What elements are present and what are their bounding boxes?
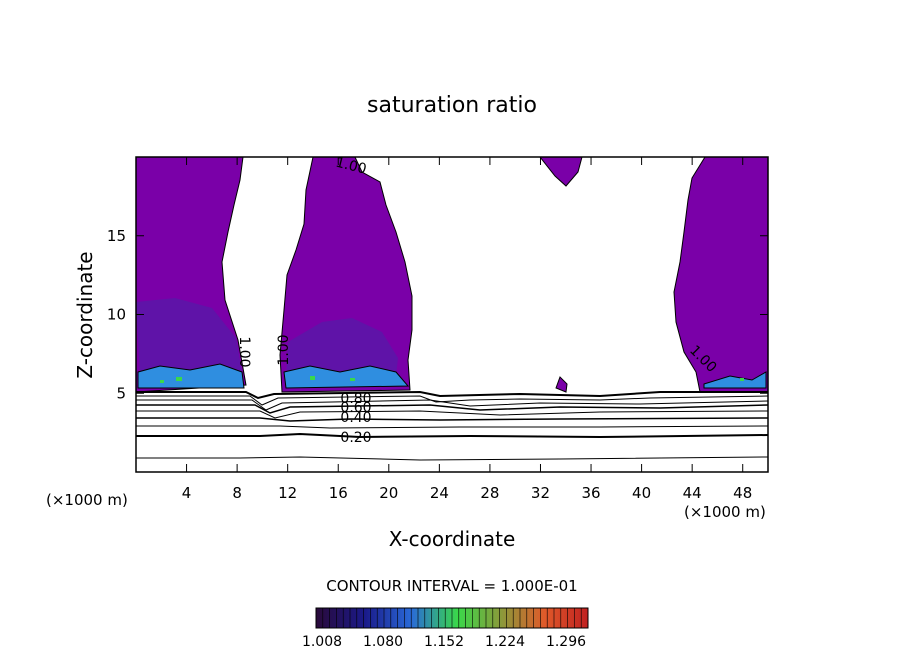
x-tick-label: 4 <box>182 484 192 502</box>
band-right <box>703 371 767 389</box>
x-tick-label: 24 <box>430 484 449 502</box>
x-tick-label: 32 <box>531 484 550 502</box>
x-tick-label: 16 <box>329 484 348 502</box>
colorbar-tick-label: 1.080 <box>363 634 403 650</box>
contour-label: 1.00 <box>236 336 252 367</box>
x-tick-label: 44 <box>683 484 702 502</box>
contour-label: 0.20 <box>340 430 371 446</box>
x-tick-label: 8 <box>232 484 242 502</box>
contour-label: 1.00 <box>276 334 292 365</box>
chart-title: saturation ratio <box>367 93 537 118</box>
band-left <box>137 363 245 389</box>
band-center <box>283 365 410 389</box>
colorbar-tick-label: 1.152 <box>424 634 464 650</box>
x-tick-label: 28 <box>480 484 499 502</box>
y-axis: 5 10 15 <box>107 227 768 402</box>
x-unit-right: (×1000 m) <box>684 503 766 521</box>
y-axis-label: Z-coordinate <box>73 251 97 378</box>
contour-label: 1.00 <box>334 155 368 178</box>
green-specks <box>160 376 744 383</box>
contour-label: 0.80 <box>340 391 371 407</box>
colorbar-tick-label: 1.008 <box>302 634 342 650</box>
colorbar-tick-label: 1.224 <box>485 634 525 650</box>
colorbar: 1.008 1.080 1.152 1.224 1.296 <box>302 607 589 650</box>
x-tick-label: 36 <box>581 484 600 502</box>
purple-blob <box>555 376 568 393</box>
contour-interval-text: CONTOUR INTERVAL = 1.000E-01 <box>326 577 577 595</box>
x-unit-left: (×1000 m) <box>46 491 128 509</box>
purple-region-top <box>539 157 583 187</box>
colorbar-labels: 1.008 1.080 1.152 1.224 1.296 <box>302 634 586 650</box>
y-tick-label: 5 <box>116 384 126 402</box>
x-axis-label: X-coordinate <box>389 527 516 551</box>
x-tick-label: 40 <box>632 484 651 502</box>
x-axis: 4 8 12 16 20 24 28 32 36 40 44 48 <box>182 157 752 502</box>
y-tick-label: 15 <box>107 227 126 245</box>
colorbar-stripes <box>322 608 582 628</box>
colorbar-tick-label: 1.296 <box>546 634 586 650</box>
contour-label: 0.60 <box>340 400 371 416</box>
x-tick-label: 12 <box>278 484 297 502</box>
x-tick-label: 20 <box>379 484 398 502</box>
low-center-shade <box>286 318 398 378</box>
contour-label: 0.40 <box>340 410 371 426</box>
low-left-shade <box>136 298 242 376</box>
purple-region-right <box>673 157 768 393</box>
subsat-contours <box>136 390 768 461</box>
plot-area <box>136 157 768 461</box>
x-tick-label: 48 <box>733 484 752 502</box>
y-tick-label: 10 <box>107 306 126 324</box>
